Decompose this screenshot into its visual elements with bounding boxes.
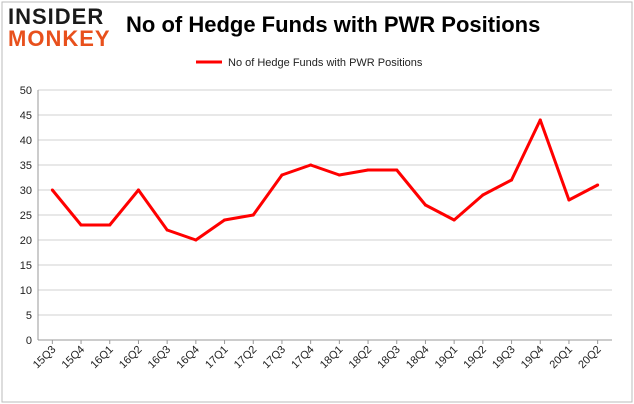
legend: No of Hedge Funds with PWR Positions — [196, 57, 423, 69]
x-tick-label: 17Q3 — [261, 344, 289, 372]
x-tick-label: 18Q4 — [404, 344, 432, 372]
y-tick-label: 25 — [20, 210, 32, 222]
data-point — [538, 118, 542, 122]
data-point — [136, 188, 140, 192]
data-point — [50, 188, 54, 192]
data-point — [481, 193, 485, 197]
data-point — [423, 203, 427, 207]
x-tick-label: 18Q2 — [347, 344, 375, 372]
y-axis: 0 5 10 15 20 25 30 35 40 45 50 — [20, 85, 39, 347]
data-point — [567, 198, 571, 202]
y-tick-label: 50 — [20, 85, 32, 97]
data-point — [280, 173, 284, 177]
insider-monkey-logo: INSIDER MONKEY — [8, 6, 111, 50]
x-tick-label: 15Q3 — [31, 344, 59, 372]
data-point — [452, 218, 456, 222]
data-point — [309, 163, 313, 167]
x-tick-label: 17Q2 — [232, 344, 260, 372]
series-line — [51, 118, 599, 242]
y-tick-label: 20 — [20, 235, 32, 247]
x-tick-label: 20Q1 — [548, 344, 576, 372]
x-tick-label: 17Q1 — [203, 344, 231, 372]
y-tick-label: 0 — [26, 335, 32, 347]
data-point — [337, 173, 341, 177]
data-point — [510, 178, 514, 182]
data-point — [108, 223, 112, 227]
x-tick-label: 16Q4 — [174, 344, 202, 372]
logo-line-1: INSIDER — [8, 4, 105, 29]
x-tick-label: 15Q4 — [60, 344, 88, 372]
data-point — [395, 168, 399, 172]
data-point — [194, 238, 198, 242]
y-tick-label: 40 — [20, 135, 32, 147]
y-tick-label: 15 — [20, 260, 32, 272]
y-tick-label: 35 — [20, 160, 32, 172]
x-tick-label: 18Q1 — [318, 344, 346, 372]
x-tick-label: 19Q3 — [490, 344, 518, 372]
x-tick-label: 18Q3 — [375, 344, 403, 372]
gridlines — [38, 89, 612, 341]
y-tick-label: 30 — [20, 185, 32, 197]
x-axis: 15Q3 15Q4 16Q1 16Q2 16Q3 16Q4 17Q1 17Q2 17Q3 17Q4… — [31, 339, 612, 372]
legend-label: No of Hedge Funds with PWR Positions — [228, 57, 423, 69]
x-tick-label: 17Q4 — [289, 344, 317, 372]
x-tick-label: 19Q4 — [519, 344, 547, 372]
series-layer — [50, 118, 600, 242]
data-point — [596, 183, 600, 187]
y-tick-label: 5 — [26, 310, 32, 322]
x-tick-label: 20Q2 — [576, 344, 604, 372]
x-tick-label: 19Q1 — [433, 344, 461, 372]
x-tick-label: 16Q2 — [117, 344, 145, 372]
x-tick-label: 16Q1 — [88, 344, 116, 372]
data-point — [79, 223, 83, 227]
y-tick-label: 10 — [20, 285, 32, 297]
chart-title: No of Hedge Funds with PWR Positions — [126, 12, 541, 37]
y-tick-label: 45 — [20, 110, 32, 122]
x-tick-label: 16Q3 — [146, 344, 174, 372]
data-point — [165, 228, 169, 232]
x-tick-label: 19Q2 — [461, 344, 489, 372]
data-point — [251, 213, 255, 217]
data-point — [366, 168, 370, 172]
logo-line-2: MONKEY — [8, 26, 111, 51]
data-point — [223, 218, 227, 222]
